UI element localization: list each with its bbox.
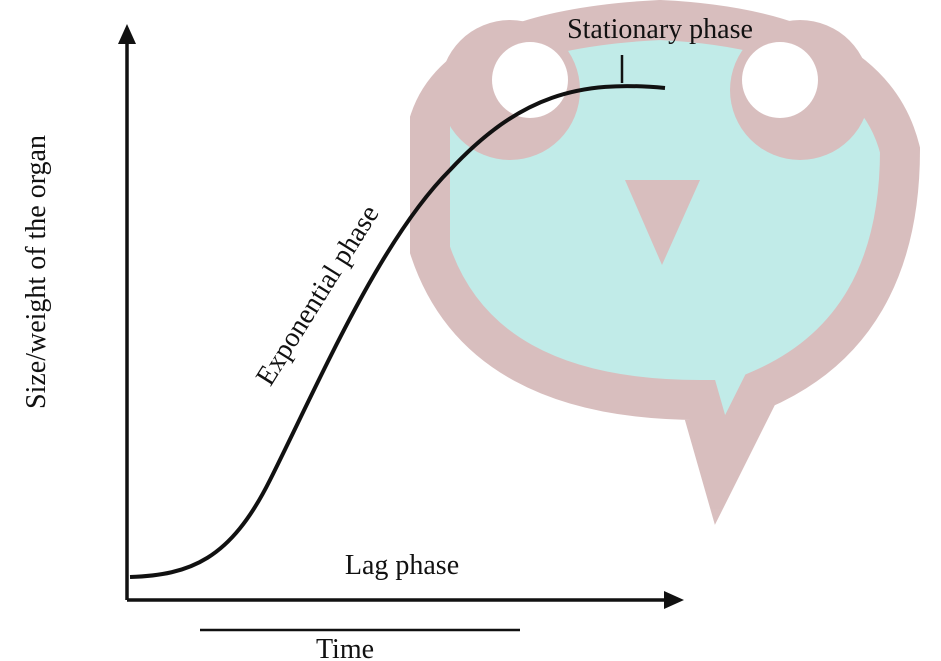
y-axis-label: Size/weight of the organ: [21, 135, 52, 409]
x-axis-label: Time: [316, 634, 374, 661]
phase-label: Lag phase: [345, 550, 459, 581]
x-arrow: [664, 591, 684, 609]
watermark-pupil: [742, 42, 818, 118]
phase-label: Stationary phase: [567, 14, 753, 45]
diagram: Size/weight of the organ Time Lag phase …: [0, 0, 941, 661]
phase-label: Exponential phase: [250, 200, 385, 391]
y-arrow: [118, 24, 136, 44]
